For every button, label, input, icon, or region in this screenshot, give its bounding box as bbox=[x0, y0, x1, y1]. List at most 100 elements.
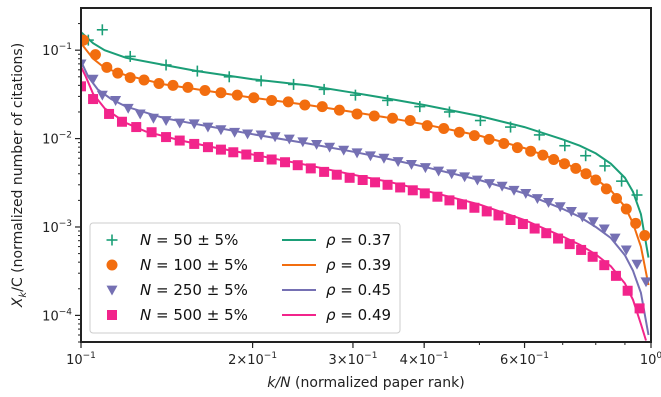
data-point bbox=[610, 270, 621, 281]
data-point bbox=[438, 123, 450, 135]
data-point bbox=[392, 157, 404, 168]
data-point bbox=[616, 175, 628, 187]
data-point bbox=[387, 112, 399, 124]
data-point bbox=[483, 133, 495, 145]
data-point bbox=[505, 214, 516, 225]
data-point bbox=[378, 153, 390, 164]
data-point bbox=[153, 77, 165, 89]
data-point bbox=[351, 148, 363, 159]
data-point bbox=[609, 233, 621, 244]
data-point bbox=[292, 160, 303, 171]
data-point bbox=[414, 101, 426, 113]
data-point bbox=[580, 150, 592, 162]
data-point bbox=[215, 125, 227, 136]
data-point bbox=[404, 115, 416, 127]
data-point bbox=[382, 179, 393, 190]
x-tick-label: 3×10−1 bbox=[328, 351, 377, 368]
data-point bbox=[587, 217, 599, 228]
data-point bbox=[324, 142, 336, 153]
data-point bbox=[474, 115, 486, 127]
data-point bbox=[517, 219, 528, 230]
data-point bbox=[174, 118, 186, 129]
data-point bbox=[520, 188, 532, 199]
data-point bbox=[634, 303, 645, 314]
data-point bbox=[189, 138, 200, 149]
data-point bbox=[316, 101, 328, 113]
data-point bbox=[338, 145, 350, 156]
data-point bbox=[364, 151, 376, 162]
data-point bbox=[124, 72, 136, 84]
data-point bbox=[541, 228, 552, 239]
legend: N = 50 ± 5% N = 100 ± 5% N = 250 ± 5% N = 5… bbox=[89, 222, 401, 334]
data-point bbox=[349, 89, 361, 101]
data-point bbox=[558, 158, 570, 170]
data-point bbox=[231, 89, 243, 101]
data-point bbox=[131, 122, 142, 133]
legend-fit-label-2: ρ = 0.45 bbox=[326, 281, 391, 299]
data-point bbox=[182, 81, 194, 93]
data-point bbox=[564, 239, 575, 250]
data-point bbox=[599, 160, 611, 172]
data-point bbox=[351, 108, 363, 120]
data-point bbox=[215, 87, 227, 99]
legend-label-0: N = 50 ± 5% bbox=[140, 231, 238, 249]
data-point bbox=[444, 195, 455, 206]
x-tick-label: 6×10−1 bbox=[500, 351, 549, 368]
legend-fit-label-0: ρ = 0.37 bbox=[326, 231, 391, 249]
data-point bbox=[87, 74, 99, 85]
data-point bbox=[468, 130, 480, 142]
data-point bbox=[248, 92, 260, 104]
legend-label-2: N = 250 ± 5% bbox=[140, 281, 248, 299]
data-point bbox=[600, 183, 612, 195]
data-point bbox=[421, 120, 433, 132]
data-point bbox=[223, 71, 235, 83]
data-point bbox=[160, 59, 172, 71]
data-point bbox=[228, 147, 239, 158]
legend-fit-label-1: ρ = 0.39 bbox=[326, 256, 391, 274]
data-point bbox=[620, 203, 632, 215]
data-point bbox=[283, 134, 295, 145]
data-point bbox=[419, 188, 430, 199]
data-point bbox=[453, 126, 465, 138]
data-point bbox=[242, 129, 254, 140]
y-axis-ticks: 10−1 10−2 10−3 10−4 bbox=[42, 42, 81, 324]
y-tick-label: 10−2 bbox=[42, 131, 72, 148]
scatter-series-0 bbox=[82, 24, 643, 201]
data-point bbox=[370, 177, 381, 188]
data-point bbox=[81, 81, 86, 92]
data-point bbox=[533, 129, 545, 141]
data-point bbox=[395, 182, 406, 193]
data-point bbox=[357, 175, 368, 186]
data-point bbox=[640, 277, 651, 288]
data-point bbox=[590, 174, 602, 186]
data-point bbox=[484, 179, 496, 190]
data-point bbox=[344, 172, 355, 183]
data-point bbox=[508, 185, 520, 196]
data-point bbox=[407, 185, 418, 196]
data-point bbox=[160, 116, 172, 127]
data-point bbox=[101, 61, 113, 73]
data-point bbox=[496, 181, 508, 192]
scatter-series-2 bbox=[81, 59, 651, 288]
x-tick-label: 10−1 bbox=[66, 351, 96, 368]
data-point bbox=[553, 233, 564, 244]
legend-marker-3 bbox=[107, 310, 117, 320]
data-point bbox=[202, 142, 213, 153]
x-tick-label: 2×10−1 bbox=[228, 351, 277, 368]
data-point bbox=[622, 285, 633, 296]
data-point bbox=[382, 94, 394, 106]
data-point bbox=[630, 217, 642, 229]
data-point bbox=[543, 197, 555, 208]
data-point bbox=[241, 149, 252, 160]
data-point bbox=[333, 104, 345, 116]
legend-marker-2 bbox=[106, 285, 118, 296]
data-point bbox=[110, 96, 122, 106]
data-point bbox=[311, 139, 323, 150]
data-point bbox=[191, 65, 203, 77]
data-point bbox=[199, 84, 211, 96]
data-point bbox=[282, 96, 294, 108]
data-point bbox=[147, 113, 159, 124]
y-tick-label: 10−1 bbox=[42, 42, 72, 59]
data-point bbox=[318, 83, 330, 95]
data-point bbox=[331, 169, 342, 180]
